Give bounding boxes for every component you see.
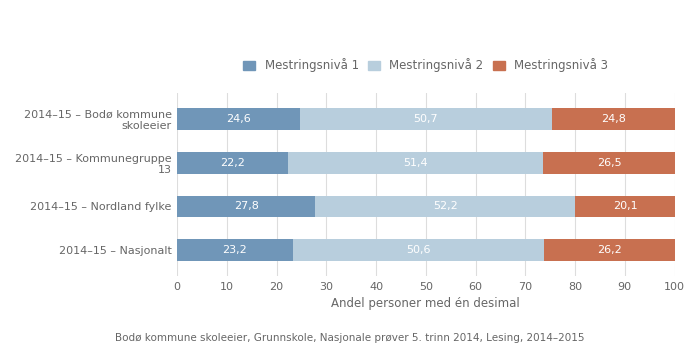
Bar (177, 108, 300, 130)
Text: 52,2: 52,2 (433, 202, 458, 211)
Text: 26,2: 26,2 (597, 245, 622, 255)
Text: 24,6: 24,6 (226, 114, 251, 124)
Bar (288, 152, 543, 174)
Bar (293, 239, 544, 261)
Text: 51,4: 51,4 (403, 158, 428, 168)
Text: 22,2: 22,2 (220, 158, 245, 168)
Text: 50,7: 50,7 (413, 114, 438, 124)
Bar (300, 108, 552, 130)
Bar (552, 108, 675, 130)
Bar (575, 196, 675, 217)
Text: 24,8: 24,8 (601, 114, 626, 124)
Bar (544, 239, 675, 261)
Text: 50,6: 50,6 (406, 245, 430, 255)
Text: 23,2: 23,2 (223, 245, 247, 255)
Text: Bodø kommune skoleeier, Grunnskole, Nasjonale prøver 5. trinn 2014, Lesing, 2014: Bodø kommune skoleeier, Grunnskole, Nasj… (116, 333, 584, 343)
Text: 20,1: 20,1 (612, 202, 637, 211)
Bar (316, 196, 575, 217)
Bar (177, 152, 288, 174)
Bar (177, 239, 293, 261)
Text: 27,8: 27,8 (234, 202, 259, 211)
Text: 26,5: 26,5 (597, 158, 622, 168)
Bar (543, 152, 675, 174)
X-axis label: Andel personer med én desimal: Andel personer med én desimal (332, 298, 520, 310)
Legend: Mestringsnivå 1, Mestringsnivå 2, Mestringsnivå 3: Mestringsnivå 1, Mestringsnivå 2, Mestri… (244, 58, 608, 72)
Bar (177, 196, 316, 217)
